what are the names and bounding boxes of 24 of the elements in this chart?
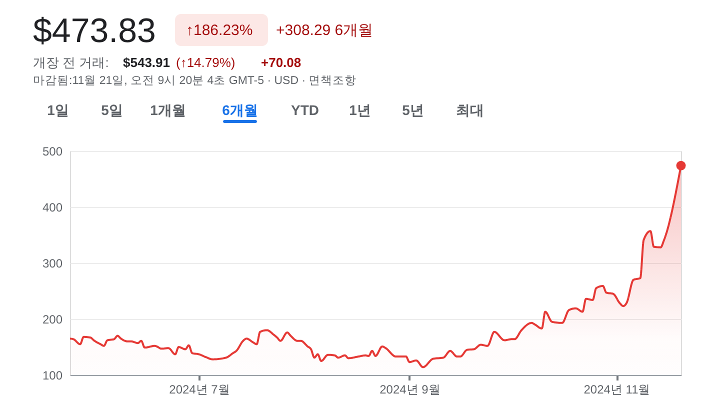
text: ↑186.23% (186, 22, 253, 39)
chart-title: $473.83 (33, 12, 156, 50)
text: $543.91 (123, 55, 170, 70)
y-tick-label: 200 (42, 312, 63, 326)
text: 최대 (456, 102, 484, 118)
text: 5년 (402, 102, 424, 118)
text: 개장 전 거래: (33, 55, 109, 70)
text: 1일 (47, 102, 69, 118)
x-tick-label: 2024년 7월 (169, 382, 230, 396)
y-tick-label: 300 (42, 256, 63, 270)
text: YTD (291, 102, 319, 118)
text: (↑14.79%) (176, 55, 236, 70)
y-tick-label: 100 (42, 368, 63, 382)
x-tick-label: 2024년 11월 (584, 382, 650, 396)
y-tick-label: 500 (42, 144, 63, 158)
text: +70.08 (261, 55, 302, 70)
y-tick-label: 400 (42, 200, 63, 214)
x-tick-label: 2024년 9월 (380, 382, 440, 396)
text: 5일 (101, 102, 123, 118)
text: 1년 (349, 102, 371, 118)
text: 6개월 (222, 102, 258, 118)
text: 마감됨:11월 21일, 오전 9시 20분 4초 GMT-5 · USD · 면책조항 (33, 75, 357, 87)
text: +308.29 6개월 (276, 22, 374, 39)
text: 1개월 (150, 102, 186, 118)
